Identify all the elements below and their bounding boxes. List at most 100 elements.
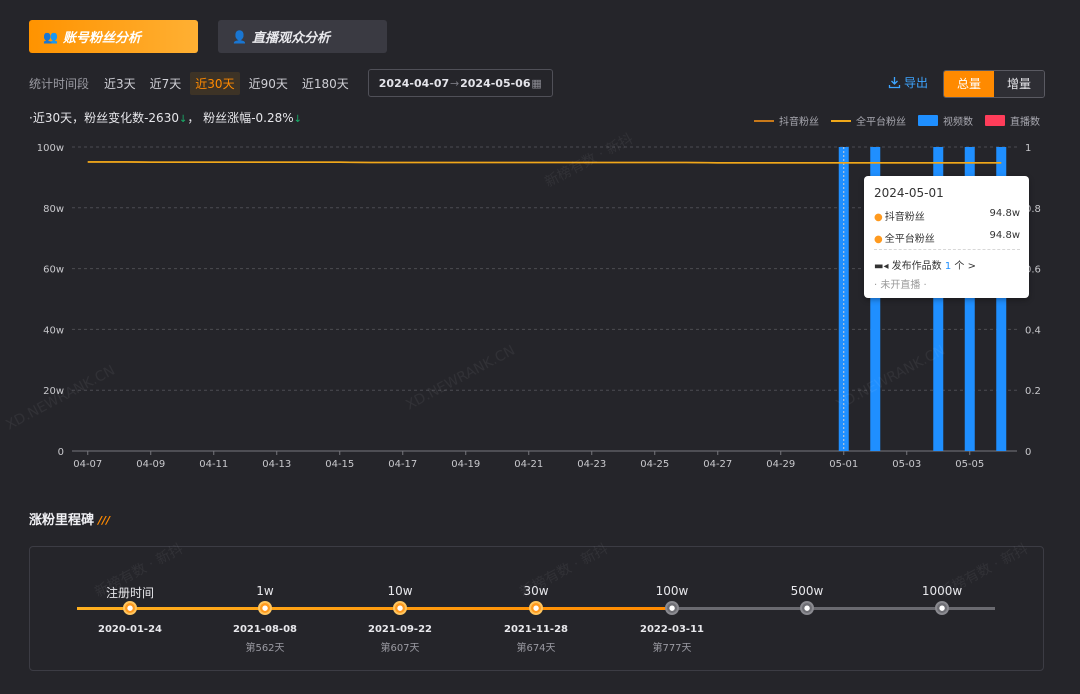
milestone-days: 第777天	[652, 643, 692, 654]
tooltip-douyin-row: ● 抖音粉丝 94.8w	[874, 208, 1020, 223]
milestone-reached-icon: ●	[393, 601, 407, 615]
x-tick-label: 05-05	[955, 459, 984, 470]
legend-video-count[interactable]: 视频数	[918, 113, 973, 128]
milestone-days: 第562天	[245, 643, 285, 654]
period-label: 统计时间段	[29, 76, 90, 91]
tooltip-works-link[interactable]: ▬◂ 发布作品数 1 个 >	[874, 257, 976, 272]
y-right-tick-label: 0.8	[1025, 204, 1041, 215]
summary-mid: ， 粉丝涨幅	[187, 111, 252, 125]
period-option-90d[interactable]: 近90天	[248, 76, 288, 91]
title-decoration-icon: ///	[98, 514, 111, 527]
y-left-tick-label: 80w	[43, 204, 64, 215]
tooltip-all-label: 全平台粉丝	[884, 234, 935, 245]
export-label: 导出	[904, 76, 929, 90]
y-left-tick-label: 20w	[43, 386, 64, 397]
y-right-tick-label: 0.2	[1025, 386, 1041, 397]
fans-trend-chart: 0 0 20w 0.2 40w 0.4 60w 0.6 80w 0.8 100w 1 04-07 04-0…	[37, 143, 1041, 470]
summary-change: -2630	[144, 111, 179, 125]
x-tick-label: 04-29	[766, 459, 795, 470]
x-tick-label: 05-01	[829, 459, 858, 470]
summary-prefix: ·近30天，粉丝变化数	[29, 111, 145, 125]
x-tick-label: 05-03	[892, 459, 921, 470]
milestone-reached-icon: ●	[123, 601, 137, 615]
milestone-reached-icon: ●	[529, 601, 543, 615]
date-range-picker[interactable]: 2024-04-07 → 2024-05-06 ▦	[367, 69, 553, 97]
fans-change-summary: ·近30天，粉丝变化数-2630↓， 粉丝涨幅-0.28%↓	[29, 109, 302, 126]
milestone-title-text: 涨粉里程碑	[29, 513, 95, 528]
period-option-3d[interactable]: 近3天	[104, 76, 136, 91]
tab-account-fans[interactable]: 👥 账号粉丝分析	[29, 20, 198, 53]
legend-label: 全平台粉丝	[856, 117, 906, 128]
legend-line-swatch	[831, 119, 851, 122]
milestone-date: 2021-08-08	[233, 624, 297, 635]
period-option-30d[interactable]: 近30天	[190, 71, 240, 95]
milestone-days: 第607天	[380, 643, 420, 654]
download-icon	[888, 77, 901, 89]
tooltip-all-value: 94.8w	[989, 230, 1020, 241]
y-left-tick-label: 40w	[43, 325, 64, 336]
date-start: 2024-04-07	[378, 76, 450, 90]
milestone-locked-icon: ●	[935, 601, 949, 615]
milestone-date: 2020-01-24	[98, 624, 162, 635]
milestone-reached-icon: ●	[258, 601, 272, 615]
tab-live-audience[interactable]: 👤 直播观众分析	[218, 20, 387, 53]
legend-label: 视频数	[943, 117, 973, 128]
milestone-label: 10w	[387, 584, 413, 598]
tab-account-fans-label: 账号粉丝分析	[62, 31, 141, 46]
x-tick-label: 04-21	[514, 459, 543, 470]
legend-bar-swatch	[985, 115, 1005, 126]
milestone-remaining-track	[672, 607, 995, 610]
legend-label: 抖音粉丝	[779, 117, 819, 128]
toggle-total[interactable]: 总量	[944, 71, 994, 97]
dot-icon: ●	[874, 212, 883, 223]
x-tick-label: 04-17	[388, 459, 417, 470]
date-end: 2024-05-06	[460, 76, 531, 90]
milestone-label: 注册时间	[105, 586, 154, 600]
x-tick-label: 04-19	[451, 459, 480, 470]
milestone-panel	[29, 546, 1044, 671]
y-left-tick-label: 100w	[37, 143, 64, 154]
toggle-increment[interactable]: 增量	[994, 71, 1044, 97]
y-right-tick-label: 0	[1025, 447, 1031, 458]
y-left-tick-label: 60w	[43, 265, 64, 276]
legend-all-fans[interactable]: 全平台粉丝	[831, 113, 906, 128]
series-line-all-fans	[87, 161, 1002, 164]
x-tick-label: 04-23	[577, 459, 606, 470]
milestone-days: 第674天	[516, 643, 556, 654]
y-right-tick-label: 0.6	[1025, 265, 1041, 276]
tooltip-live-status: · 未开直播 ·	[874, 280, 927, 291]
tooltip-date: 2024-05-01	[874, 186, 944, 200]
chart-tooltip: 2024-05-01 ● 抖音粉丝 94.8w ● 全平台粉丝 94.8w ▬◂ 发…	[864, 176, 1029, 298]
milestone-progress-track	[77, 607, 672, 610]
tooltip-works-count: 1	[944, 261, 952, 272]
calendar-icon: ▦	[531, 76, 542, 90]
total-increment-toggle: 总量 增量	[943, 70, 1045, 98]
period-option-180d[interactable]: 近180天	[301, 76, 349, 91]
y-left-tick-label: 0	[58, 447, 64, 458]
tooltip-divider	[874, 249, 1020, 250]
analysis-tabs: 👥 账号粉丝分析 👤 直播观众分析	[29, 20, 387, 53]
tooltip-all-row: ● 全平台粉丝 94.8w	[874, 230, 1020, 245]
milestone-locked-icon: ●	[800, 601, 814, 615]
live-audience-icon: 👤	[232, 29, 247, 44]
x-tick-label: 04-11	[199, 459, 228, 470]
trend-down-icon: ↓	[178, 114, 188, 125]
export-button[interactable]: 导出	[888, 74, 928, 91]
legend-bar-swatch	[918, 115, 938, 126]
legend-douyin-fans[interactable]: 抖音粉丝	[754, 113, 819, 128]
x-tick-label: 04-25	[640, 459, 669, 470]
tab-live-audience-label: 直播观众分析	[251, 31, 330, 46]
fans-icon: 👥	[43, 29, 58, 44]
chart-legend: 抖音粉丝 全平台粉丝 视频数 直播数	[754, 113, 1040, 128]
tooltip-works-prefix: 发布作品数	[891, 261, 942, 272]
milestone-date: 2022-03-11	[640, 624, 704, 635]
x-tick-label: 04-07	[73, 459, 102, 470]
period-option-7d[interactable]: 近7天	[149, 76, 182, 91]
milestone-locked-icon: ●	[665, 601, 679, 615]
legend-live-count[interactable]: 直播数	[985, 113, 1040, 128]
bar-video-count	[996, 147, 1007, 451]
x-tick-label: 04-27	[703, 459, 732, 470]
y-right-tick-label: 1	[1025, 143, 1031, 154]
dot-icon: ●	[874, 234, 883, 245]
video-camera-icon: ▬◂	[874, 261, 889, 272]
